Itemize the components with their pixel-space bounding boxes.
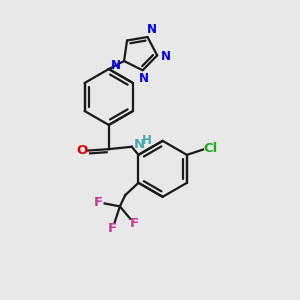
Text: F: F — [94, 196, 103, 209]
Text: F: F — [130, 217, 139, 230]
Text: H: H — [142, 134, 152, 147]
Text: N: N — [134, 139, 145, 152]
Text: N: N — [146, 22, 157, 36]
Text: N: N — [139, 73, 149, 85]
Text: N: N — [161, 50, 171, 63]
Text: O: O — [76, 143, 87, 157]
Text: N: N — [111, 58, 121, 72]
Text: Cl: Cl — [204, 142, 218, 155]
Text: F: F — [108, 222, 117, 235]
